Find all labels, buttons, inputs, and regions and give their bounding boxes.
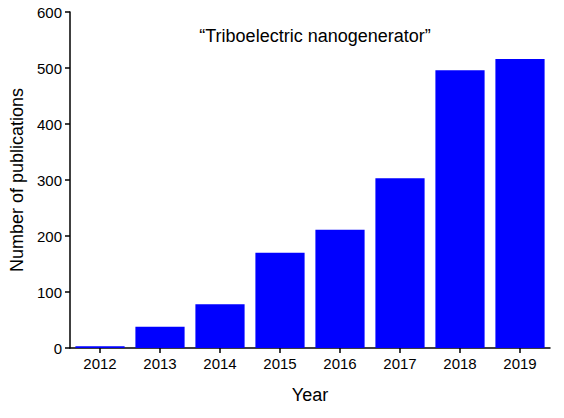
svg-text:2012: 2012: [83, 355, 116, 372]
svg-text:0: 0: [54, 340, 62, 357]
svg-text:400: 400: [37, 116, 62, 133]
svg-text:“Triboelectric nanogenerator”: “Triboelectric nanogenerator”: [199, 26, 430, 46]
svg-text:2019: 2019: [503, 355, 536, 372]
svg-text:100: 100: [37, 284, 62, 301]
svg-text:300: 300: [37, 172, 62, 189]
svg-text:Number of publications: Number of publications: [7, 88, 27, 272]
svg-text:Year: Year: [292, 385, 328, 405]
svg-text:2014: 2014: [203, 355, 236, 372]
svg-text:2017: 2017: [383, 355, 416, 372]
svg-text:600: 600: [37, 4, 62, 21]
svg-text:2018: 2018: [443, 355, 476, 372]
svg-text:2016: 2016: [323, 355, 356, 372]
svg-text:2015: 2015: [263, 355, 296, 372]
svg-text:500: 500: [37, 60, 62, 77]
svg-text:200: 200: [37, 228, 62, 245]
svg-text:2013: 2013: [143, 355, 176, 372]
